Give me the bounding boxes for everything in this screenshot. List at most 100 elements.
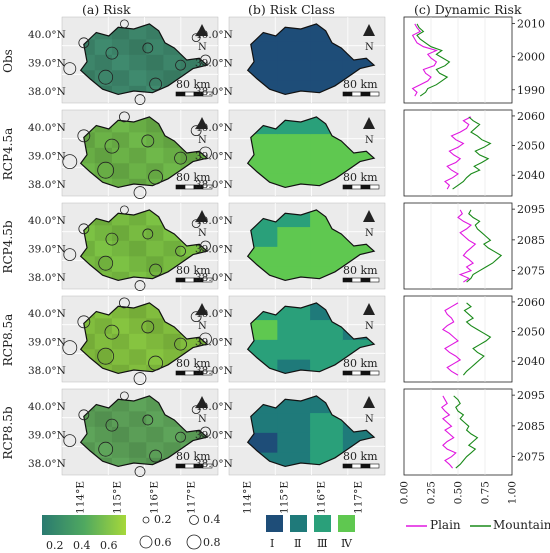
risk-cell: [95, 241, 112, 256]
year-tick: 2085: [517, 234, 545, 247]
risk-cell: [111, 39, 130, 55]
station-circle: [98, 441, 114, 457]
risk-cell: [129, 411, 147, 427]
risk-cell: [95, 70, 112, 85]
risk-cell: [80, 333, 95, 350]
risk-cell: [112, 210, 129, 225]
risk-cell: [129, 396, 146, 411]
risk-cell: [78, 225, 95, 240]
risk-cell: [111, 132, 130, 148]
dynamic-panel: [403, 388, 513, 476]
size-label-3: 0.8: [203, 536, 221, 549]
risk-cell: [197, 271, 208, 281]
class-cell: [247, 320, 279, 341]
lon-tick: 116°E: [149, 481, 161, 514]
risk-cell: [80, 209, 95, 226]
risk-cell: [163, 395, 181, 412]
scale-label: 80 km: [176, 264, 211, 277]
risk-cell: [146, 179, 163, 194]
scale-bar-segment: [175, 184, 186, 190]
risk-cell: [180, 256, 198, 272]
station-circle: [141, 320, 155, 334]
class-cell: [342, 80, 375, 95]
risk-cell: [163, 39, 181, 55]
risk-cell: [80, 70, 95, 86]
risk-cell: [181, 396, 198, 411]
scale-label: 80 km: [343, 78, 378, 91]
year-tick: 2095: [517, 203, 545, 216]
size-legend-circle: [186, 534, 202, 550]
x-tick: 1.00: [507, 481, 519, 504]
station-circle: [191, 219, 201, 229]
risk-cell: [129, 457, 147, 467]
class-cell: [342, 227, 375, 248]
class-grid: [247, 116, 375, 188]
risk-cell: [163, 349, 181, 365]
year-tick: 2075: [517, 265, 545, 278]
north-label: N: [365, 228, 374, 239]
risk-cell: [146, 23, 164, 40]
class-cell: [342, 413, 375, 434]
lat-tick: 38.0°N: [28, 272, 66, 284]
station-circle: [142, 228, 154, 240]
class-cell: [277, 395, 312, 414]
class-grid: [247, 395, 375, 467]
risk-cell: [146, 256, 164, 272]
risk-cell: [146, 241, 163, 256]
north-arrow-icon: [363, 117, 375, 129]
scale-bar-segment: [369, 277, 380, 283]
legend-plain-label: Plain: [430, 518, 461, 532]
scale-bar-segment: [202, 370, 213, 376]
risk-cell: [112, 349, 129, 364]
station-circle: [191, 33, 201, 43]
risk-cell: [146, 349, 163, 364]
class-cell: [277, 452, 312, 467]
risk-cell: [94, 426, 112, 443]
risk-cell: [112, 148, 129, 163]
scale-bar-segment: [202, 91, 213, 97]
station-circle: [120, 391, 129, 401]
class-label-3: Ⅳ: [341, 537, 352, 550]
class-cell: [310, 41, 345, 62]
class-cell: [277, 246, 312, 268]
class-cell: [310, 339, 345, 361]
risk-cell: [111, 240, 130, 257]
risk-cell: [198, 117, 215, 132]
row-label-rcp85a: RCP8.5a: [1, 313, 15, 367]
class-cell: [247, 359, 279, 374]
class-cell: [310, 173, 345, 188]
risk-cell: [197, 240, 208, 257]
station-circle: [78, 409, 90, 421]
scale-bar-segment: [193, 370, 204, 376]
scale-bar-segment: [202, 463, 213, 469]
lat-tick: 38.0°N: [195, 365, 233, 377]
scale-bar-segment: [193, 277, 204, 283]
year-tick: 2050: [517, 326, 545, 339]
lat-tick: 40.0°N: [28, 308, 66, 320]
station-circle: [149, 77, 163, 91]
header-risk-class: (b) Risk Class: [248, 2, 335, 17]
risk-cell: [197, 225, 208, 241]
scale-label: 80 km: [343, 357, 378, 370]
risk-cell: [80, 349, 95, 365]
risk-cell: [180, 426, 198, 443]
risk-cell: [112, 55, 129, 70]
size-legend-circle: [139, 535, 153, 549]
region-outline: [246, 395, 376, 468]
year-tick: 2050: [517, 140, 545, 153]
north-label: N: [198, 321, 207, 332]
class-cell: [310, 116, 345, 135]
risk-cell: [80, 132, 95, 148]
class-cell: [310, 246, 345, 268]
scale-bar-segment: [342, 463, 353, 469]
lat-tick: 40.0°N: [195, 215, 233, 227]
scale-bar-segment: [175, 277, 186, 283]
lat-tick: 39.0°N: [28, 151, 66, 163]
risk-cell: [111, 163, 130, 179]
risk-cell: [78, 458, 95, 473]
risk-cell: [112, 86, 129, 101]
class-legend-swatch: [290, 515, 307, 532]
risk-cell: [197, 70, 208, 86]
risk-cell: [78, 318, 95, 333]
year-tick: 2060: [517, 296, 545, 309]
